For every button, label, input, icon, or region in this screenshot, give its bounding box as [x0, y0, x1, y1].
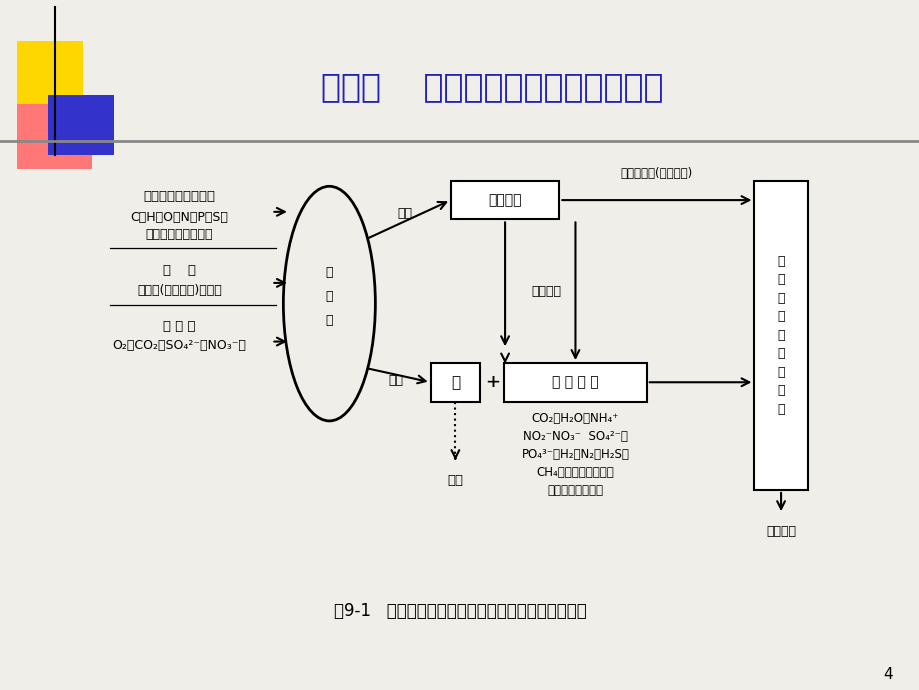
Bar — [48, 95, 114, 155]
Text: C、H、O、N、P、S、: C、H、O、N、P、S、 — [130, 211, 228, 224]
Text: 合成: 合成 — [397, 208, 412, 220]
Text: +: + — [484, 373, 499, 391]
Text: 随水排出: 随水排出 — [766, 525, 795, 538]
Text: 热能: 热能 — [447, 475, 463, 487]
FancyBboxPatch shape — [504, 363, 646, 402]
Text: 4: 4 — [882, 667, 891, 682]
Text: CO₂、H₂O、NH₄⁺
NO₂⁻NO₃⁻  SO₄²⁻、
PO₄³⁻、H₂、N₂、H₂S、
CH₄、乙醇、有机酸、
硫醇等简单化合物: CO₂、H₂O、NH₄⁺ NO₂⁻NO₃⁻ SO₄²⁻、 PO₄³⁻、H₂、N₂… — [521, 412, 629, 497]
Text: 有机体分解(内源呼吸): 有机体分解(内源呼吸) — [620, 168, 692, 180]
Text: 污染物、细胞构成物: 污染物、细胞构成物 — [143, 190, 215, 203]
Text: 能: 能 — [450, 375, 460, 390]
Text: 第一节    微生物对有机物的分解作用: 第一节 微生物对有机物的分解作用 — [321, 70, 663, 103]
Bar — [17, 41, 83, 114]
Text: O₂、CO₂、SO₄²⁻、NO₃⁻等: O₂、CO₂、SO₄²⁻、NO₃⁻等 — [112, 339, 246, 352]
Text: +: + — [484, 373, 499, 391]
Text: 受 氢 体: 受 氢 体 — [163, 320, 196, 333]
FancyBboxPatch shape — [450, 181, 559, 219]
Text: 分解: 分解 — [388, 375, 403, 387]
Bar — [17, 104, 92, 169]
Text: 微生物体: 微生物体 — [488, 193, 521, 207]
Text: 微: 微 — [325, 266, 333, 279]
Text: 物: 物 — [325, 315, 333, 327]
Text: 分 解 产 物: 分 解 产 物 — [551, 375, 598, 389]
Text: 生: 生 — [325, 290, 333, 303]
FancyBboxPatch shape — [430, 363, 480, 402]
Text: 化学能(污染物等)、光能: 化学能(污染物等)、光能 — [137, 284, 221, 297]
Text: 能    源: 能 源 — [163, 264, 196, 277]
Text: 矿物元素、维生素等: 矿物元素、维生素等 — [145, 228, 213, 241]
Text: 生物污泥: 生物污泥 — [531, 285, 561, 297]
Text: 图9-1   有机污染物在污水生物处理过程中的转化途径: 图9-1 有机污染物在污水生物处理过程中的转化途径 — [334, 602, 585, 620]
FancyBboxPatch shape — [754, 181, 807, 490]
Text: 生
物
不
可
降
解
残
留
物: 生 物 不 可 降 解 残 留 物 — [777, 255, 784, 416]
